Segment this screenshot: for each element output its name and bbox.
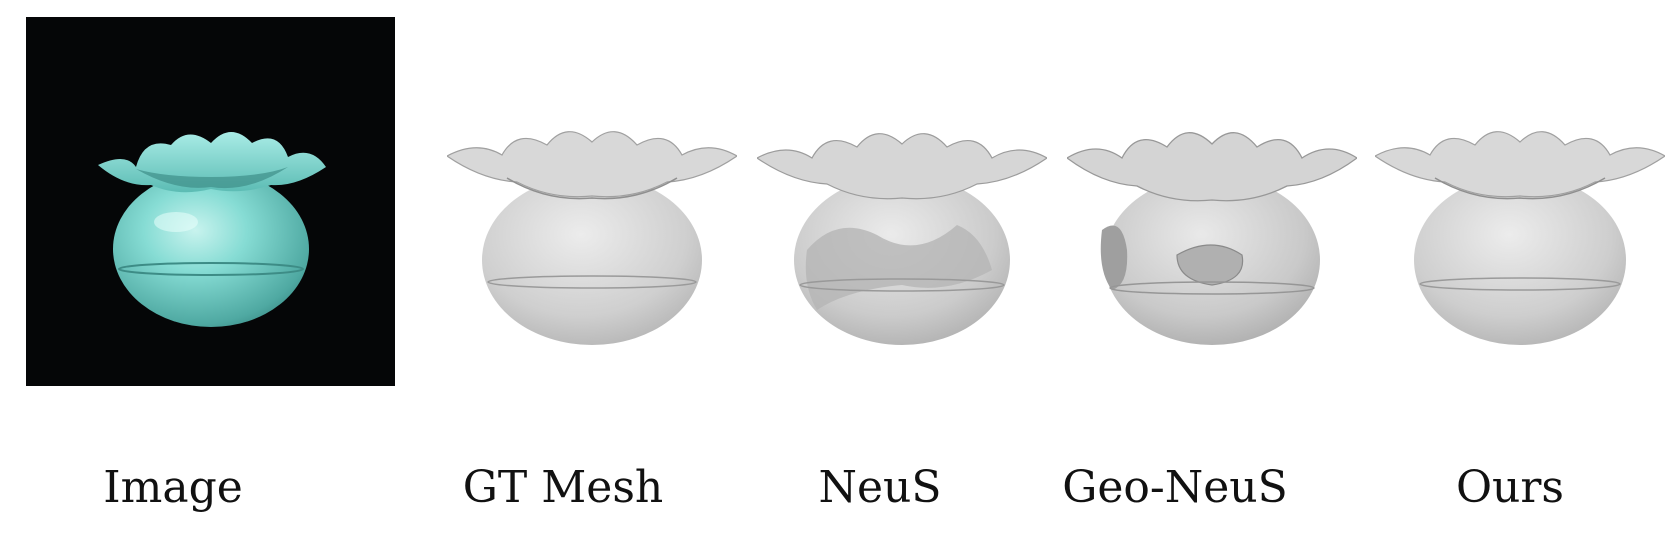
ours-panel [1375, 120, 1665, 350]
caption-gt-mesh: GT Mesh [462, 462, 664, 513]
gt-mesh-render [447, 131, 737, 345]
teal-vase-photo [26, 17, 395, 386]
neus-mesh-render [757, 133, 1047, 345]
caption-ours: Ours [1455, 462, 1565, 513]
caption-image: Image [103, 462, 243, 513]
geo-neus-mesh-render [1067, 132, 1357, 345]
caption-geo-neus: Geo-NeuS [1062, 462, 1288, 513]
gt-mesh-panel [447, 120, 737, 350]
ours-mesh-render [1375, 131, 1665, 345]
geo-neus-panel [1067, 120, 1357, 350]
neus-panel [757, 120, 1047, 350]
caption-neus: NeuS [818, 462, 942, 513]
input-image-panel [26, 17, 395, 386]
